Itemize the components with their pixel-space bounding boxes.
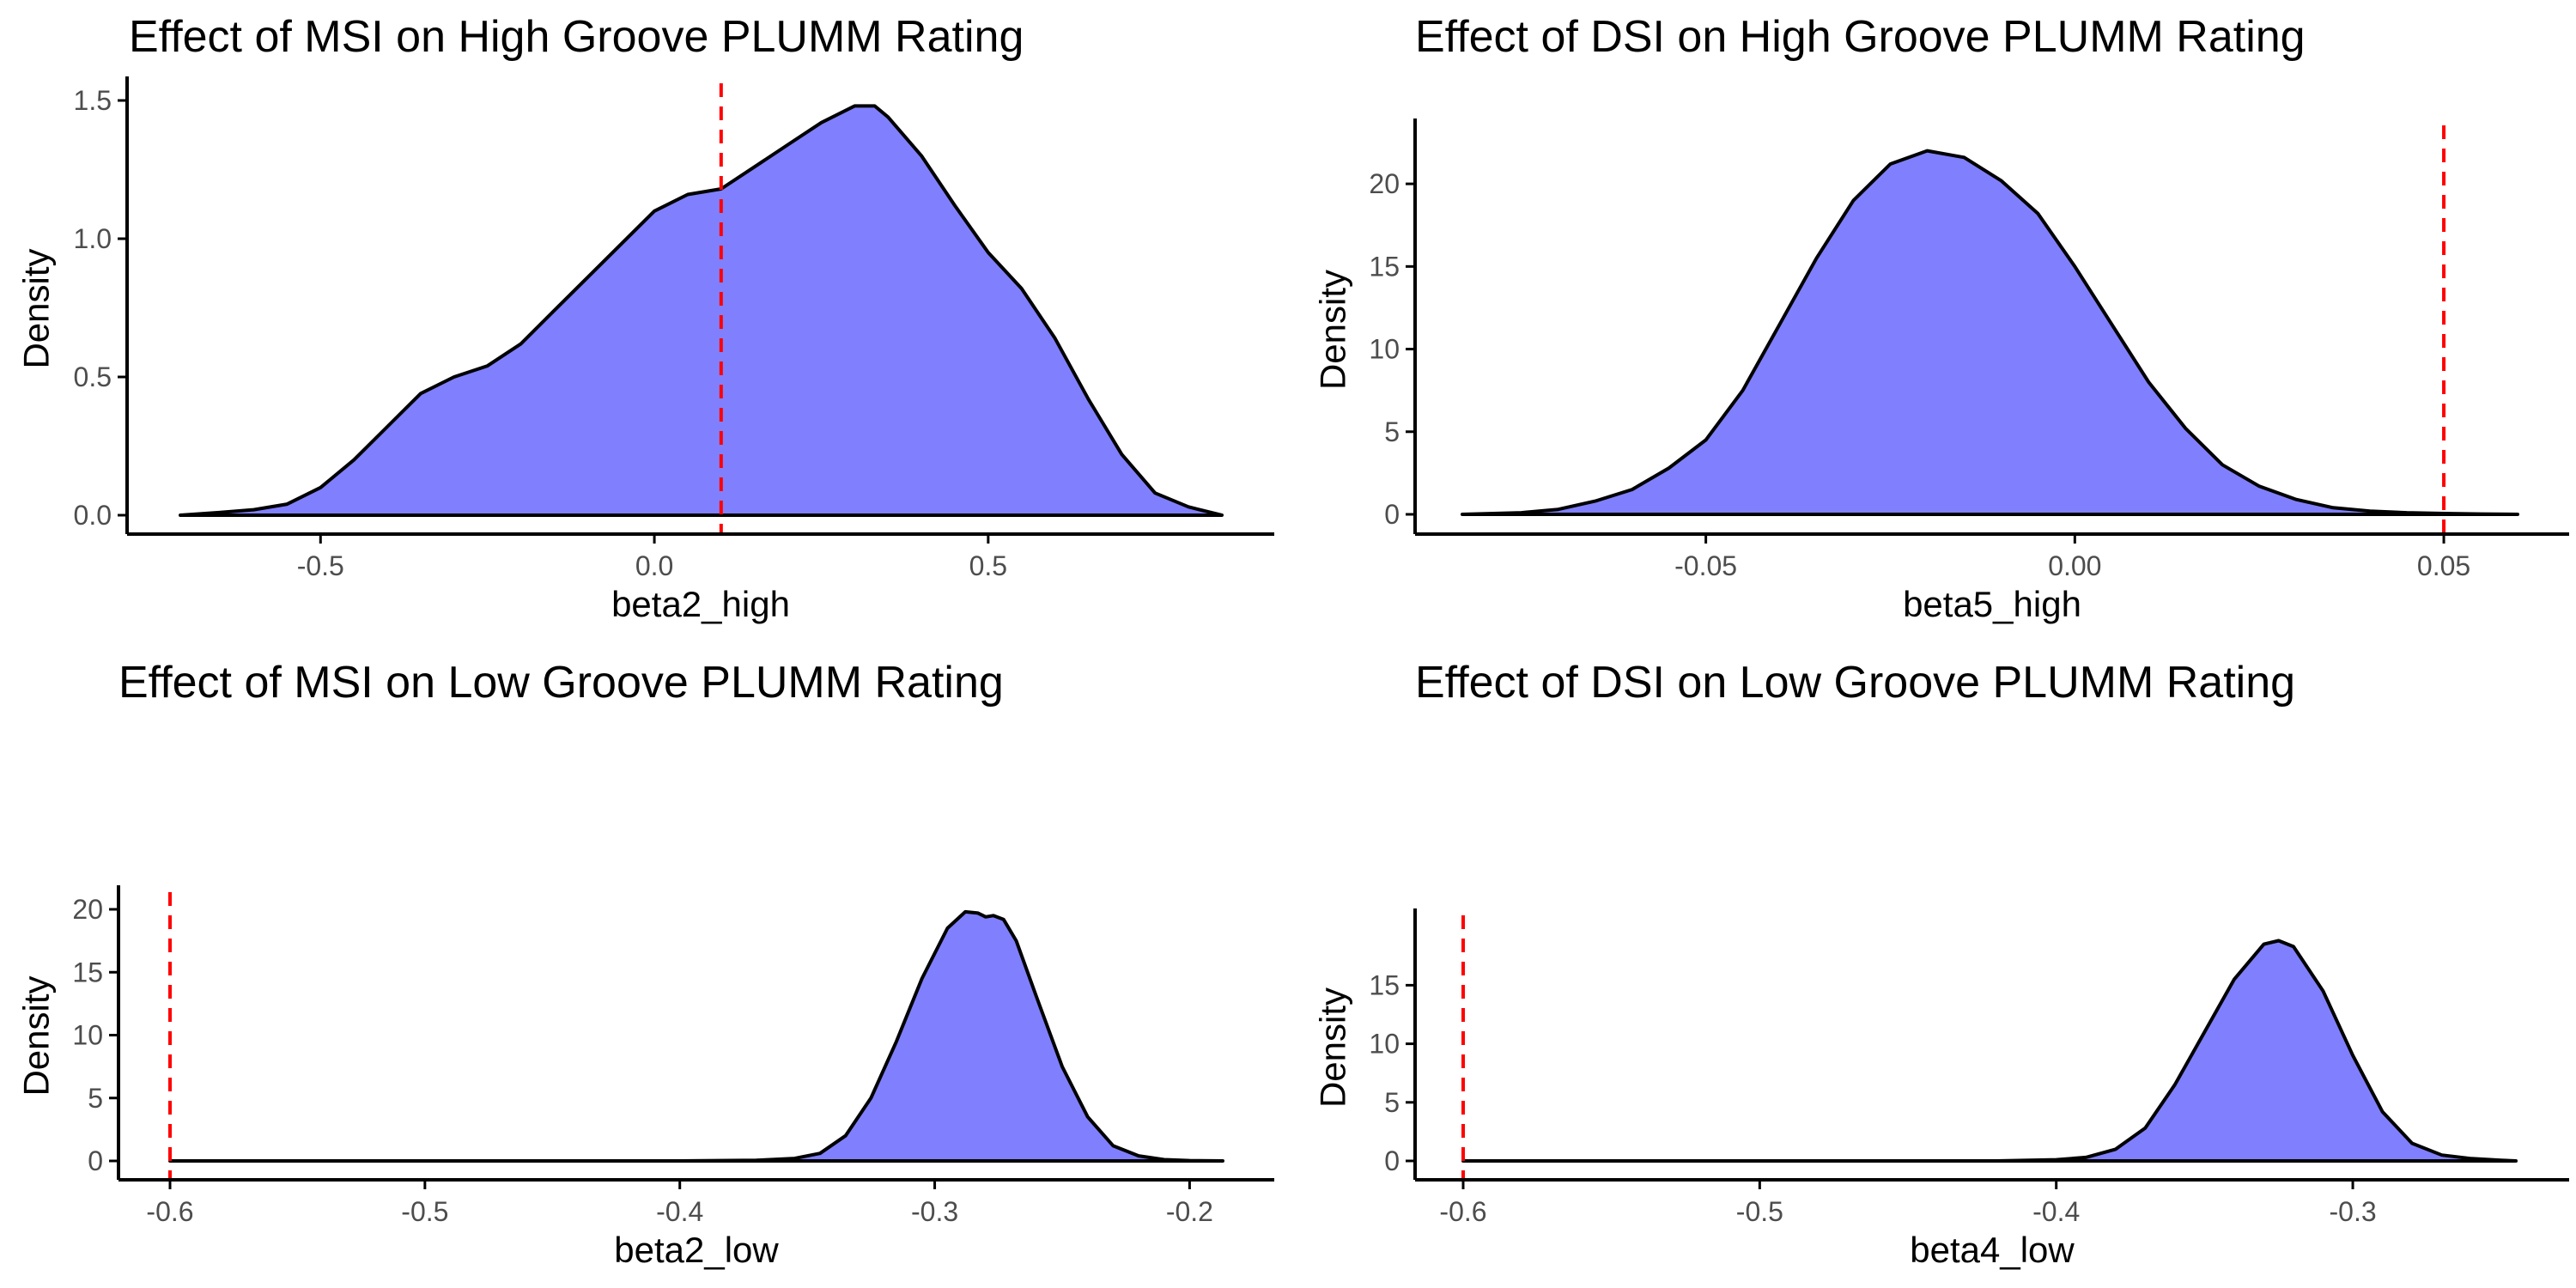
panel-dsi-low: Effect of DSI on Low Groove PLUMM Rating… (1313, 658, 2569, 1270)
x-tick-label: 0.05 (2417, 550, 2470, 581)
chart-title: Effect of DSI on Low Groove PLUMM Rating (1415, 658, 2295, 708)
x-axis-title: beta4_low (1910, 1230, 2075, 1270)
chart-title: Effect of MSI on High Groove PLUMM Ratin… (129, 12, 1024, 62)
y-tick-label: 1.5 (74, 85, 112, 116)
panel-dsi-high: Effect of DSI on High Groove PLUMM Ratin… (1313, 12, 2569, 624)
y-axis-title: Density (1313, 270, 1353, 390)
y-tick-label: 0 (88, 1145, 103, 1176)
x-tick-label: -0.3 (2329, 1196, 2376, 1227)
y-tick-label: 0 (1384, 1145, 1400, 1176)
panel-msi-high: Effect of MSI on High Groove PLUMM Ratin… (16, 12, 1274, 624)
y-axis-title: Density (16, 975, 57, 1096)
x-tick-label: -0.05 (1674, 550, 1737, 581)
chart-title: Effect of DSI on High Groove PLUMM Ratin… (1415, 12, 2306, 62)
x-tick-label: 0.0 (635, 550, 673, 581)
y-tick-label: 10 (72, 1020, 103, 1051)
y-tick-label: 5 (1384, 416, 1400, 447)
y-tick-label: 15 (1369, 969, 1400, 1000)
x-tick-label: -0.4 (2032, 1196, 2080, 1227)
x-axis-title: beta2_low (614, 1230, 779, 1270)
x-tick-label: 0.00 (2048, 550, 2101, 581)
y-tick-label: 5 (88, 1083, 103, 1114)
y-tick-label: 5 (1384, 1087, 1400, 1118)
x-tick-label: -0.5 (401, 1196, 448, 1227)
x-tick-label: -0.6 (146, 1196, 193, 1227)
y-tick-label: 1.0 (74, 223, 112, 254)
x-tick-label: -0.6 (1439, 1196, 1486, 1227)
y-tick-label: 15 (72, 957, 103, 987)
density-area (168, 909, 1224, 1163)
y-tick-label: 10 (1369, 334, 1400, 365)
chart-title: Effect of MSI on Low Groove PLUMM Rating (118, 658, 1004, 708)
y-axis-title: Density (1313, 987, 1353, 1108)
y-tick-label: 20 (1369, 168, 1400, 199)
y-tick-label: 20 (72, 894, 103, 925)
y-tick-label: 10 (1369, 1029, 1400, 1060)
x-tick-label: -0.5 (1736, 1196, 1783, 1227)
density-area (1461, 939, 2518, 1163)
x-tick-label: -0.4 (656, 1196, 703, 1227)
x-axis-title: beta2_high (611, 584, 790, 624)
density-area (179, 104, 1224, 517)
density-area (1461, 149, 2519, 516)
panel-msi-low: Effect of MSI on Low Groove PLUMM Rating… (16, 658, 1274, 1270)
x-tick-label: 0.5 (969, 550, 1007, 581)
x-tick-label: -0.2 (1166, 1196, 1213, 1227)
x-tick-label: -0.5 (297, 550, 344, 581)
y-tick-label: 0 (1384, 499, 1400, 530)
y-tick-label: 15 (1369, 251, 1400, 282)
y-tick-label: 0.0 (74, 500, 112, 531)
x-axis-title: beta5_high (1903, 584, 2081, 624)
y-axis-title: Density (16, 248, 57, 368)
y-tick-label: 0.5 (74, 361, 112, 392)
x-tick-label: -0.3 (911, 1196, 958, 1227)
